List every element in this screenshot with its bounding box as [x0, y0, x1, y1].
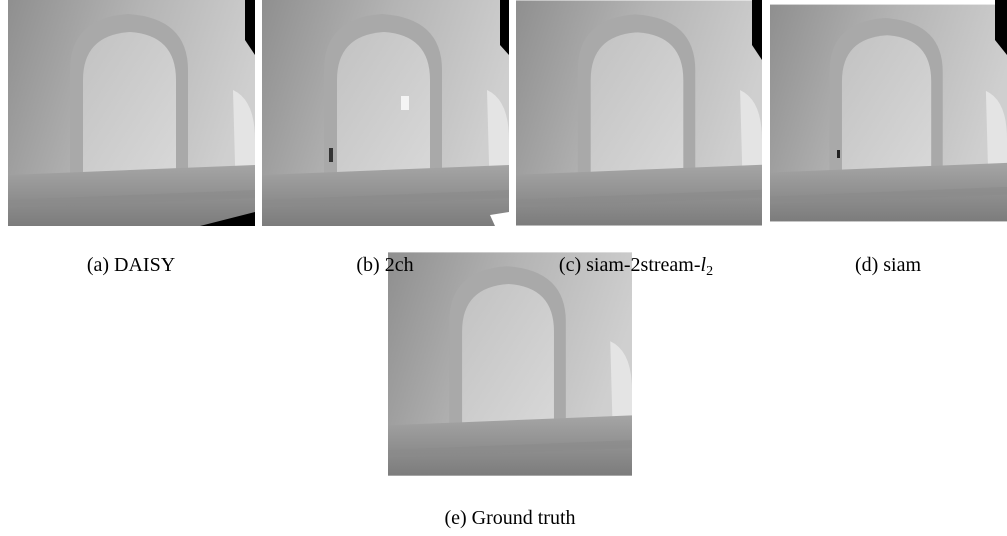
caption: (d) siam [855, 254, 922, 276]
depth-map [388, 252, 632, 475]
depth-map [262, 0, 509, 226]
panel-d [770, 0, 1007, 221]
page: (a) DAISY (b) 2ch (c) siam-2stream-l2 (d… [0, 0, 1007, 536]
depth-map [770, 5, 1007, 222]
caption: (a) DAISY [87, 254, 175, 276]
caption-text: (c) siam-2stream- [559, 254, 701, 276]
panel-a [8, 0, 255, 226]
caption-subscript: 2 [706, 264, 713, 279]
caption: (c) siam-2stream-l2 [559, 254, 713, 279]
artifact [329, 148, 333, 162]
figure: (a) DAISY (b) 2ch (c) siam-2stream-l2 (d… [0, 0, 1007, 536]
panel-c [516, 0, 762, 226]
margin [388, 237, 632, 243]
depth-map [516, 0, 762, 225]
artifact [401, 96, 409, 110]
caption: (b) 2ch [356, 254, 413, 276]
artifact [837, 150, 840, 158]
panel-b [262, 0, 509, 226]
depth-map [8, 0, 255, 226]
caption: (e) Ground truth [444, 507, 575, 529]
void-region [600, 478, 632, 491]
